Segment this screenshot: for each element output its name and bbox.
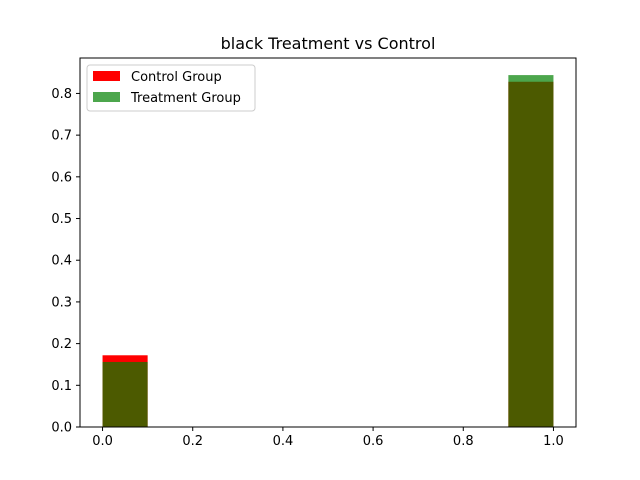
y-tick-label: 0.3 (51, 295, 72, 310)
y-tick-label: 0.0 (51, 421, 72, 436)
y-tick-label: 0.7 (51, 129, 72, 144)
legend-swatch (93, 92, 120, 102)
x-tick-label: 0.4 (273, 434, 294, 449)
x-tick-label: 1.0 (543, 434, 564, 449)
axes-group: 0.0 0.2 0.4 0.6 0.8 1.0 0.0 0.1 0.2 0.3 0.4 0.5 0.6 0… (51, 57, 577, 449)
bar-treatment-group-0 (102, 361, 148, 427)
y-tick-label: 0.8 (51, 87, 72, 102)
legend-label: Treatment Group (130, 91, 241, 106)
x-tick-label: 0.8 (453, 434, 474, 449)
legend-label: Control Group (131, 70, 222, 85)
y-tick-label: 0.5 (51, 212, 72, 227)
x-tick-label: 0.6 (363, 434, 384, 449)
legend-swatch (93, 71, 120, 81)
y-tick-label: 0.6 (51, 170, 72, 185)
bars-group (102, 75, 554, 428)
y-tick-label: 0.1 (51, 379, 72, 394)
x-tick-label: 0.2 (182, 434, 203, 449)
legend: Control Group Treatment Group (86, 64, 256, 112)
y-tick-label: 0.4 (51, 254, 72, 269)
x-tick-label: 0.0 (92, 434, 113, 449)
y-tick-label: 0.2 (51, 337, 72, 352)
chart-title: black Treatment vs Control (221, 34, 436, 53)
legend-box (86, 64, 256, 112)
bar-treatment-group-1 (508, 75, 554, 428)
plot-frame (79, 57, 577, 428)
